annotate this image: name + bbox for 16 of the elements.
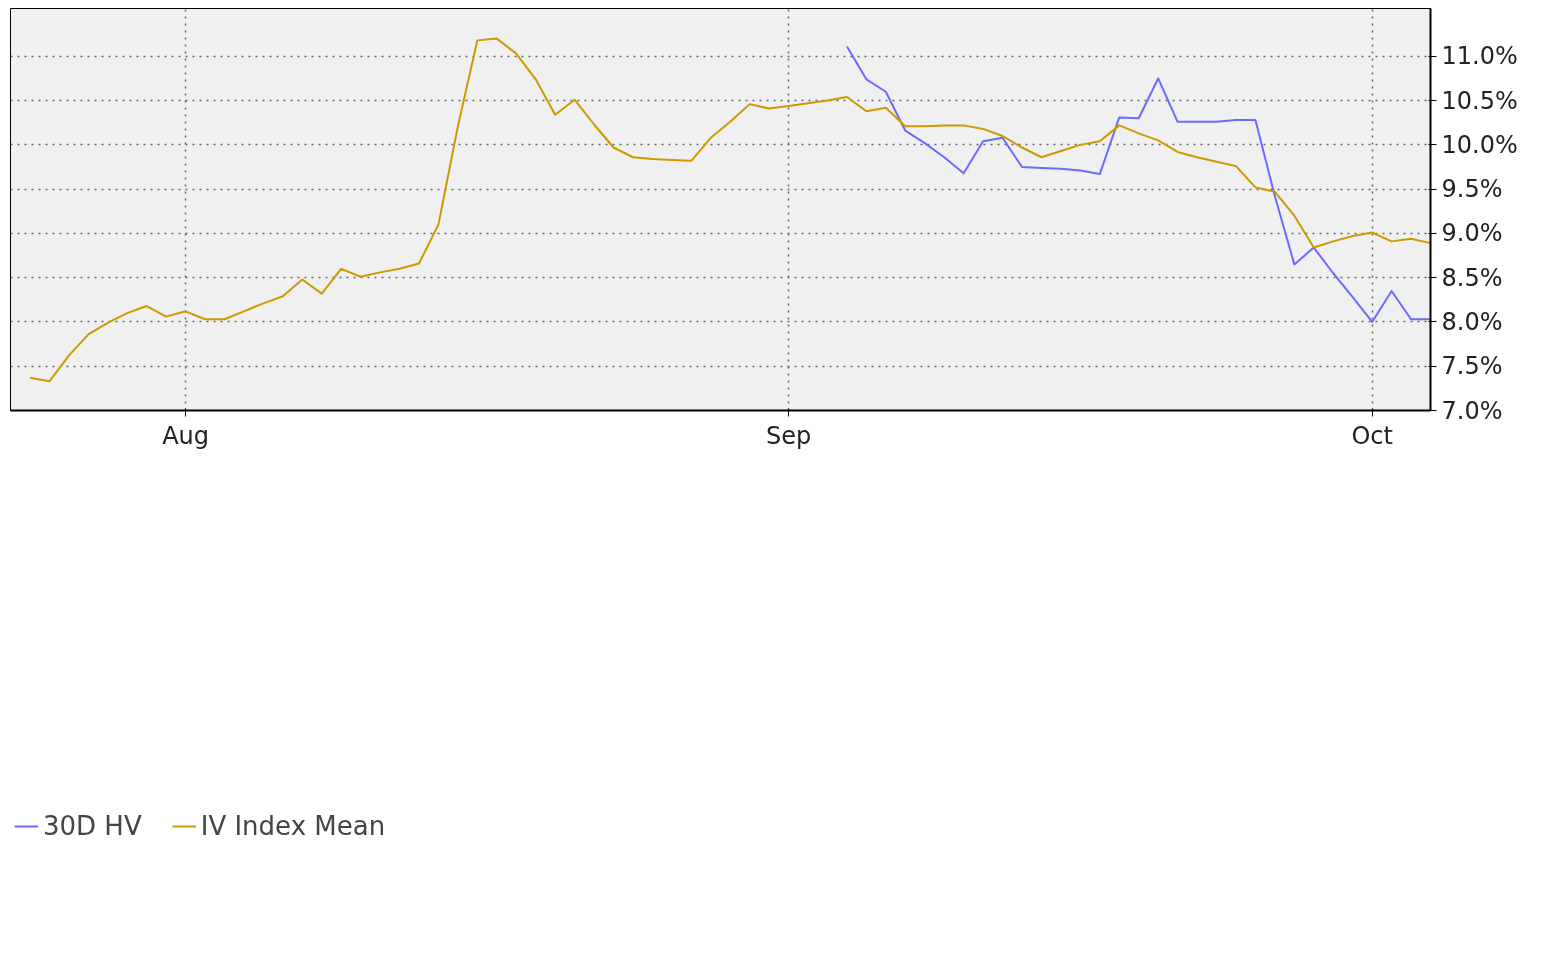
y-tick-label: 10.5% bbox=[1441, 86, 1518, 115]
legend-label: IV Index Mean bbox=[200, 810, 386, 841]
y-tick-label: 8.0% bbox=[1441, 307, 1503, 336]
x-tick-label: Aug bbox=[162, 421, 210, 450]
line-series bbox=[28, 37, 1431, 383]
legend-label: 30D HV bbox=[43, 810, 142, 841]
y-tick-label: 7.5% bbox=[1441, 352, 1503, 381]
y-tick-label: 9.5% bbox=[1441, 175, 1503, 204]
x-tick-label: Sep bbox=[765, 421, 812, 450]
y-tick-label: 9.0% bbox=[1441, 219, 1503, 248]
y-tick-label: 7.0% bbox=[1441, 396, 1503, 425]
line-series bbox=[845, 45, 1431, 323]
x-tick-label: Oct bbox=[1351, 421, 1393, 450]
y-tick-label: 10.0% bbox=[1441, 130, 1518, 159]
y-tick-label: 8.5% bbox=[1441, 263, 1503, 292]
y-tick-label: 11.0% bbox=[1441, 42, 1518, 71]
